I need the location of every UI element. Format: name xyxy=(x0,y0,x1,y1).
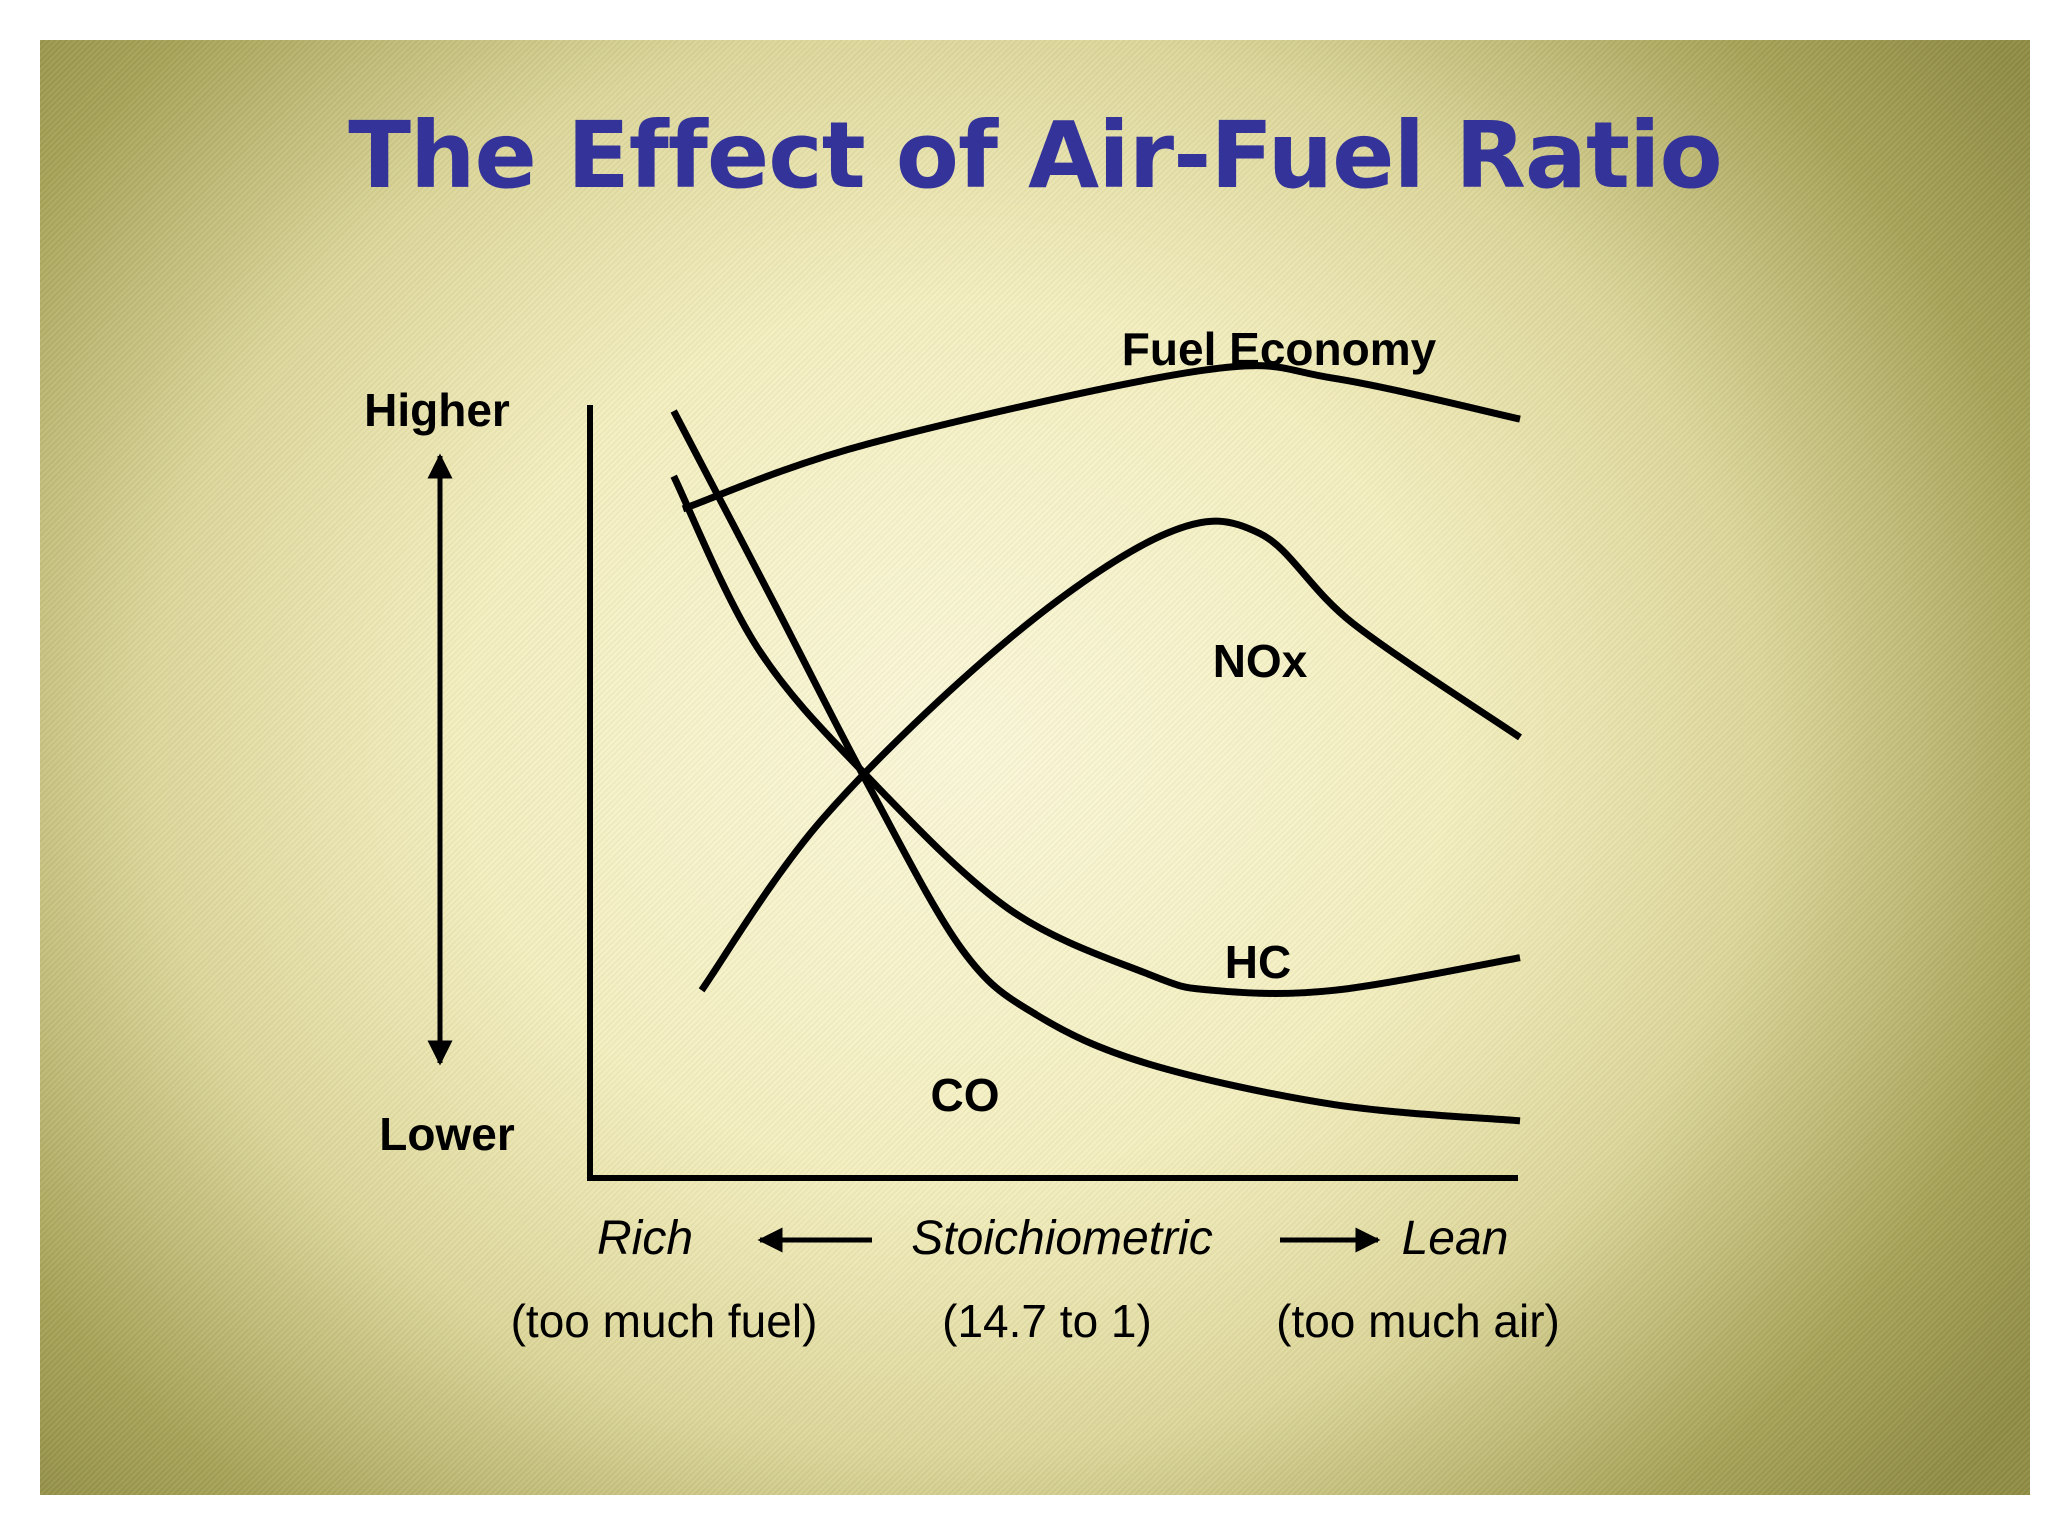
series-label-fuel-economy: Fuel Economy xyxy=(1122,323,1437,375)
x-note-stoichiometric: (14.7 to 1) xyxy=(942,1295,1152,1347)
x-note-rich: (too much fuel) xyxy=(511,1295,818,1347)
x-label-lean: Lean xyxy=(1402,1212,1509,1265)
series-label-hc: HC xyxy=(1225,936,1291,988)
x-note-lean: (too much air) xyxy=(1276,1295,1560,1347)
series-line-hc xyxy=(670,474,1521,997)
x-label-stoichiometric: Stoichiometric xyxy=(911,1212,1212,1265)
y-label-lower: Lower xyxy=(379,1108,515,1160)
series-curves xyxy=(670,362,1522,1125)
y-label-higher: Higher xyxy=(364,384,510,436)
series-line-nox xyxy=(698,517,1522,993)
series-line-co xyxy=(670,409,1521,1125)
slide-background: The Effect of Air-Fuel Ratio Higher Lowe… xyxy=(40,40,2030,1495)
series-label-nox: NOx xyxy=(1213,635,1308,687)
air-fuel-chart: Higher Lower Fuel Economy NOx HC CO Rich… xyxy=(364,323,1560,1347)
page-title: The Effect of Air-Fuel Ratio xyxy=(348,102,1722,209)
series-label-co: CO xyxy=(931,1069,1000,1121)
series-line-fuel-economy xyxy=(681,362,1521,513)
x-label-rich: Rich xyxy=(597,1212,693,1265)
